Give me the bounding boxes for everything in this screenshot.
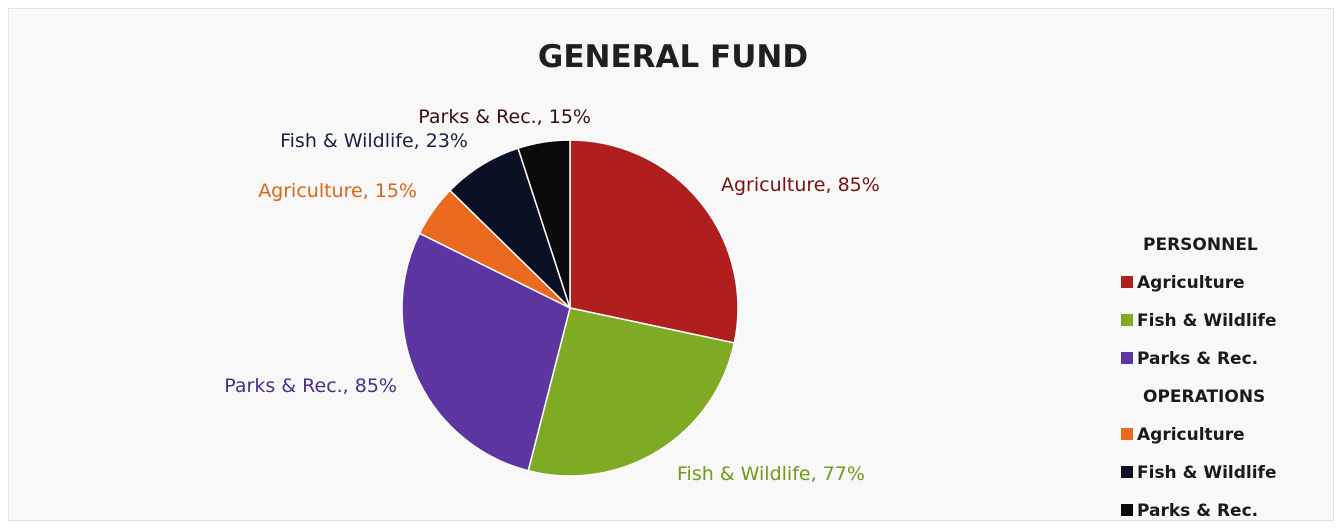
legend-swatch: [1121, 276, 1133, 288]
chart-title: GENERAL FUND: [538, 39, 808, 75]
legend-swatch: [1121, 314, 1133, 326]
slice-data-label: Agriculture, 15%: [258, 180, 417, 202]
slice-labels: Agriculture, 85% Fish & Wildlife, 77% Park…: [224, 106, 880, 485]
pie-chart: GENERAL FUND Agriculture, 85% Fish & Wild…: [224, 39, 1276, 521]
legend-swatch: [1121, 352, 1133, 364]
legend-item-label: Agriculture: [1137, 273, 1245, 293]
pie-slice-personnel-fish-wildlife: [527, 307, 736, 477]
legend-item-label: Parks & Rec.: [1137, 501, 1258, 521]
pie-slice-personnel-agriculture: [569, 139, 739, 344]
legend-item-label: Parks & Rec.: [1137, 349, 1258, 369]
slice-data-label: Agriculture, 85%: [721, 174, 880, 196]
pie-slice-personnel-parks-rec-: [401, 232, 571, 472]
legend: PERSONNEL Agriculture Fish & Wildlife Parks…: [1121, 235, 1276, 521]
slice-data-label: Fish & Wildlife, 77%: [677, 463, 865, 485]
chart-area: GENERAL FUND Agriculture, 85% Fish & Wild…: [8, 8, 1334, 521]
legend-group-title: OPERATIONS: [1143, 387, 1265, 407]
pie-slice-operations-parks-rec-: [517, 139, 571, 309]
slice-data-label: Fish & Wildlife, 23%: [280, 130, 468, 152]
legend-swatch: [1121, 466, 1133, 478]
legend-item-label: Fish & Wildlife: [1137, 463, 1276, 483]
legend-group-title: PERSONNEL: [1143, 235, 1258, 255]
pie-slices: [401, 139, 739, 477]
slice-data-label: Parks & Rec., 85%: [224, 375, 397, 397]
legend-swatch: [1121, 428, 1133, 440]
legend-swatch: [1121, 504, 1133, 516]
slice-data-label: Parks & Rec., 15%: [418, 106, 591, 128]
legend-item-label: Agriculture: [1137, 425, 1245, 445]
legend-item-label: Fish & Wildlife: [1137, 311, 1276, 331]
